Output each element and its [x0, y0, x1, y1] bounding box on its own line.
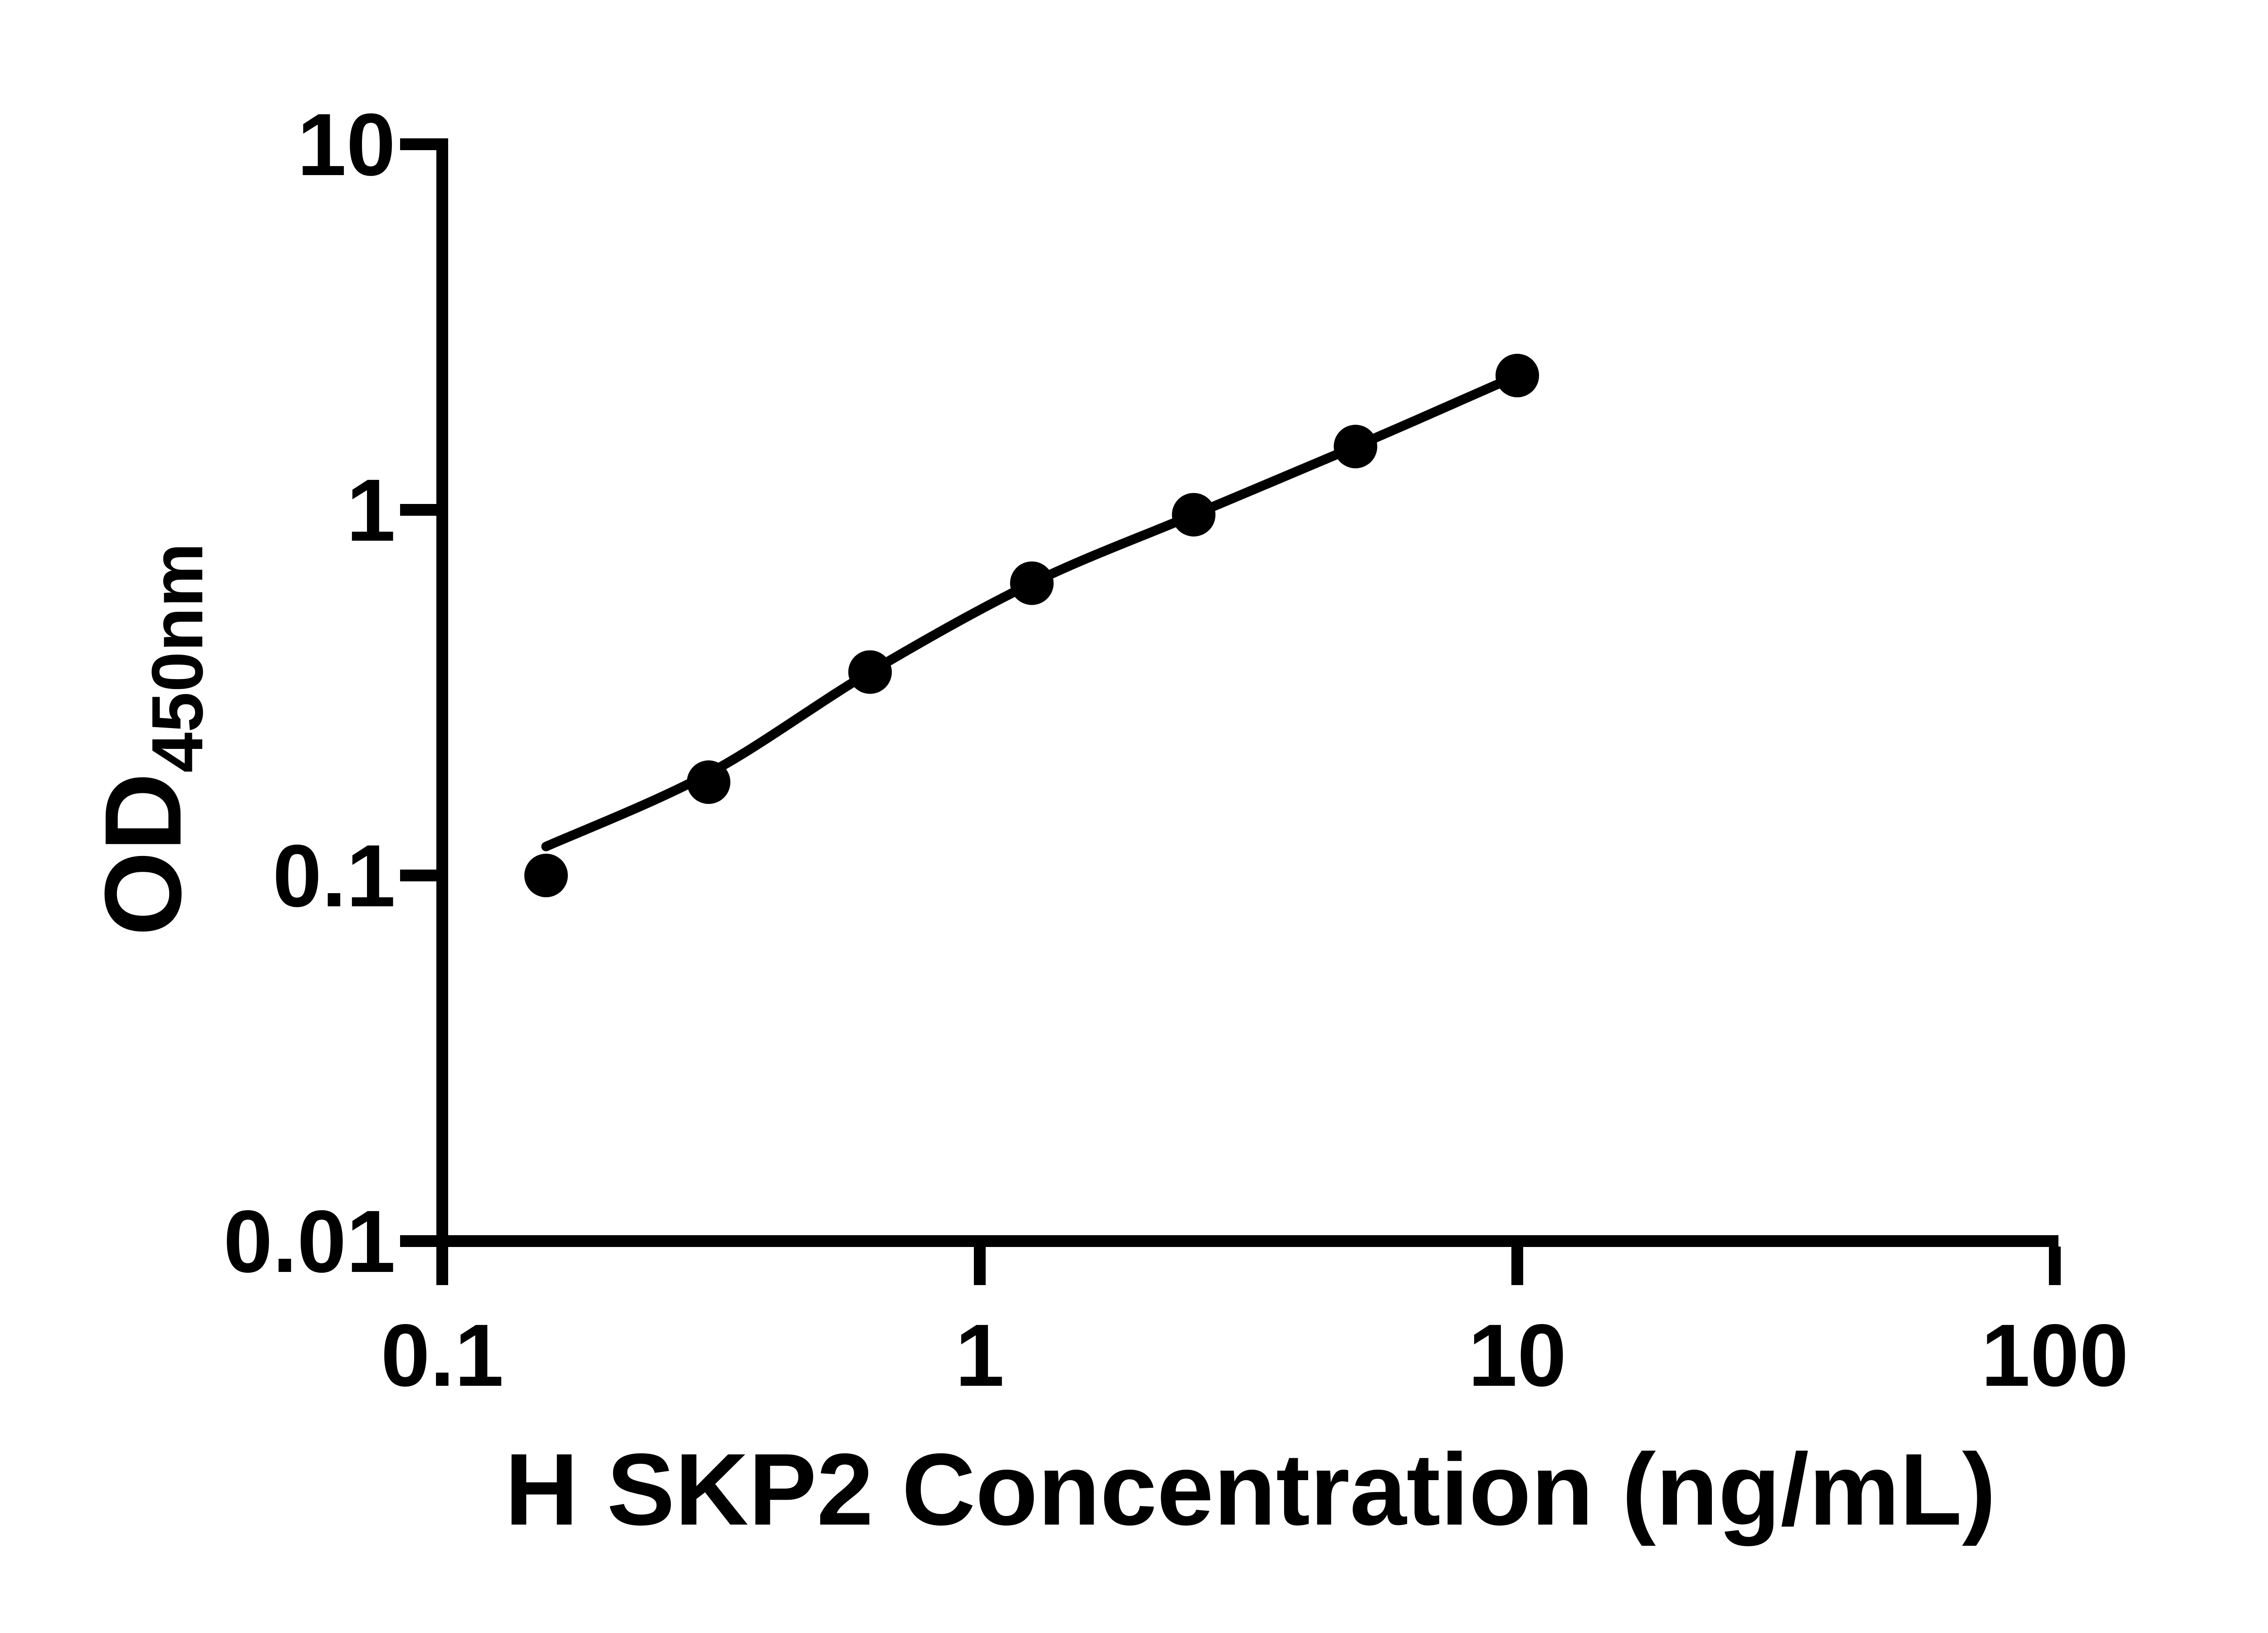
x-tick-label: 100	[1981, 1306, 2128, 1405]
data-point	[524, 854, 568, 897]
y-tick-label: 0.01	[223, 1192, 396, 1291]
y-tick-label: 1	[347, 461, 396, 560]
data-point	[687, 760, 731, 804]
y-tick-label: 0.1	[273, 826, 396, 925]
data-point	[1496, 353, 1539, 397]
x-axis-title: H SKP2 Concentration (ng/mL)	[504, 1432, 1996, 1546]
data-point	[848, 650, 892, 694]
data-point	[1334, 425, 1378, 469]
x-tick-label: 1	[955, 1306, 1004, 1405]
x-tick-label: 10	[1468, 1306, 1567, 1405]
y-tick-label: 10	[297, 95, 396, 194]
data-point	[1010, 561, 1054, 605]
x-tick-label: 0.1	[381, 1306, 503, 1405]
y-axis-title: OD450nm	[80, 543, 219, 936]
data-point	[1172, 493, 1216, 537]
y-axis-title-main: OD	[82, 772, 204, 936]
y-axis-title-subscript: 450nm	[137, 543, 218, 773]
